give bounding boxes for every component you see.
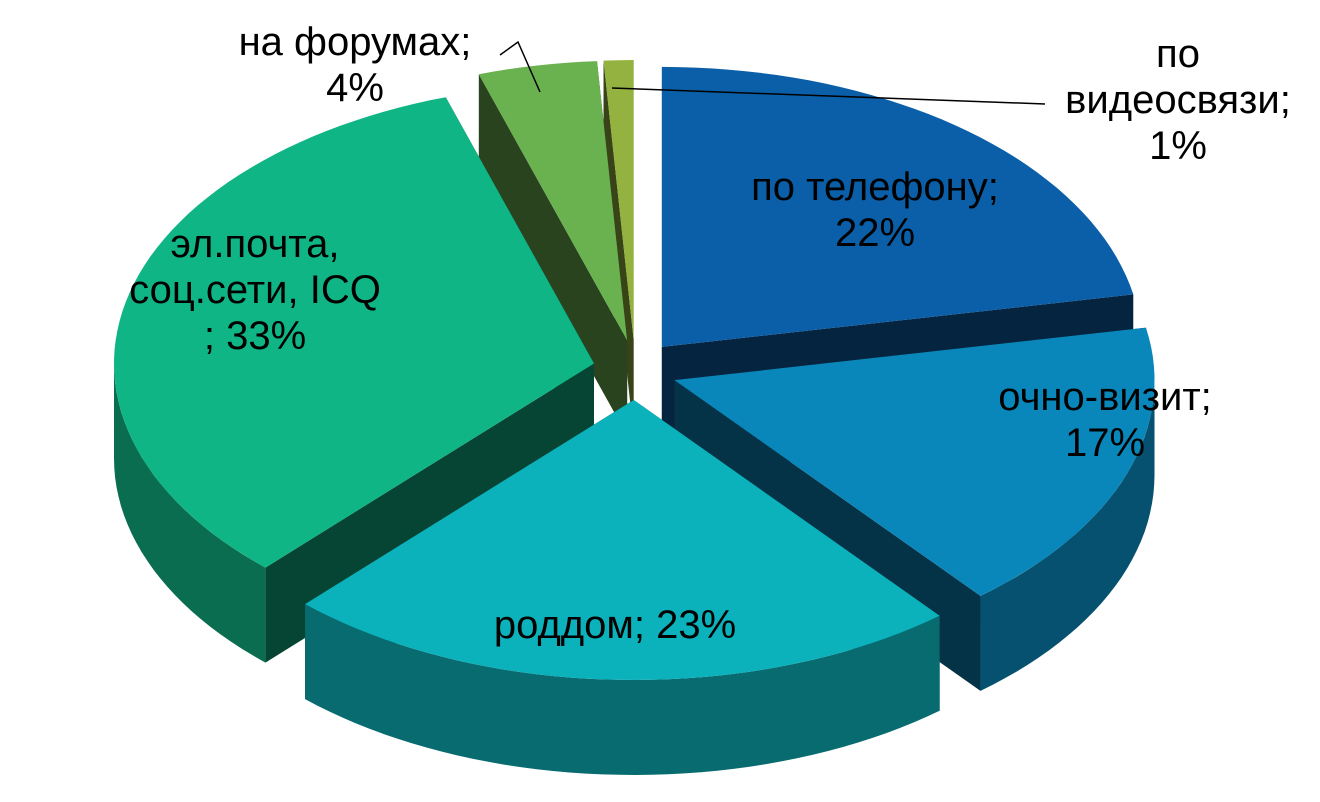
slice-label: роддом; 23%: [415, 602, 815, 648]
slice: [305, 399, 940, 775]
leader-line: [611, 87, 1046, 105]
slice-top: [603, 60, 634, 341]
slice-top: [661, 66, 1134, 347]
slice-label: очно-визит; 17%: [955, 374, 1255, 466]
slice-outer-wall: [980, 380, 1155, 691]
category-label: роддом;: [493, 603, 645, 647]
value-label: ; 33%: [203, 314, 307, 358]
slices: [114, 60, 1155, 775]
slice: [478, 61, 628, 436]
slice-label: на форумах; 4%: [205, 19, 505, 111]
leader-line: [499, 40, 541, 93]
slice-top: [305, 399, 940, 680]
slice-top: [674, 327, 1155, 596]
slice-label: эл.почта, соц.сети, ICQ; 33%: [95, 221, 415, 359]
value-label: 17%: [1064, 421, 1146, 465]
value-label: 4%: [326, 66, 384, 110]
category-label: по телефону;: [751, 165, 999, 209]
slice-inner-wall: [478, 74, 628, 436]
value-label: 22%: [834, 211, 916, 255]
value-label: 23%: [656, 603, 737, 647]
slice-outer-wall: [305, 604, 940, 775]
slice-top: [478, 61, 628, 341]
category-label: очно-визит;: [998, 375, 1212, 419]
slice-label: по видеосвязи; 1%: [1058, 31, 1298, 169]
value-label: 1%: [1149, 124, 1207, 168]
category-label: эл.почта, соц.сети, ICQ: [129, 222, 381, 312]
category-label: по видеосвязи;: [1065, 32, 1291, 122]
category-label: на форумах;: [238, 20, 472, 64]
slice-top: [114, 97, 595, 568]
slice-outer-wall: [114, 363, 266, 663]
slice-label: по телефону; 22%: [725, 164, 1025, 256]
